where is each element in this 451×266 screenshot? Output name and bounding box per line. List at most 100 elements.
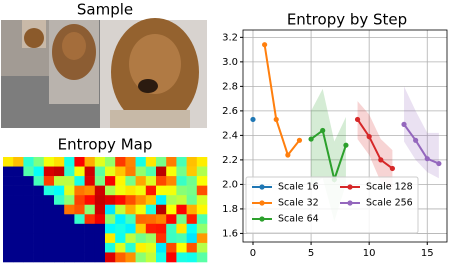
y-tick-label: 2.4 [222,130,238,141]
heatmap-cell [54,214,65,225]
heatmap-cell [166,204,177,215]
heatmap-cell [156,176,167,186]
heatmap-cell [176,204,187,215]
heatmap-cell [176,242,187,253]
heatmap-cell [156,223,167,234]
heatmap-cell [54,195,65,206]
heatmap-cell [176,166,187,177]
heatmap-cell [186,233,198,244]
heatmap-cell [135,176,147,186]
heatmap-cell [125,166,136,177]
heatmap-cell [33,176,45,186]
heatmap-cell [54,204,65,215]
heatmap-cell [196,214,208,225]
heatmap-cell [156,166,167,177]
heatmap-cell [196,157,208,167]
heatmap-cell [125,252,136,263]
heatmap-cell [3,185,14,196]
legend-marker [259,200,265,206]
heatmap-cell [13,176,24,186]
heatmap-cell [186,214,198,225]
heatmap-cell [115,223,126,234]
data-point [343,142,349,148]
heatmap-cell [74,204,85,215]
heatmap-cell [64,157,75,167]
data-point [366,134,372,140]
heatmap-cell [64,242,75,253]
heatmap-cell [105,252,116,263]
heatmap-cell [135,204,147,215]
data-point [308,136,314,142]
heatmap-cell [135,195,147,206]
heatmap-cell [145,252,157,263]
y-tick-label: 2.2 [222,155,238,166]
heatmap-cell [54,252,65,263]
data-point [273,116,279,123]
data-point [401,121,407,127]
heatmap-cell [23,185,34,196]
heatmap-cell [196,176,208,186]
heatmap-cell [74,233,85,244]
heatmap-cell [166,252,177,263]
heatmap-cell [23,223,34,234]
heatmap-cell [156,195,167,206]
heatmap-cell [23,252,34,263]
heatmap-cell [64,166,75,177]
heatmap-cell [33,252,45,263]
heatmap-cell [84,242,96,253]
heatmap-cell [3,195,14,206]
y-tick-label: 2.6 [222,106,238,117]
confidence-band [357,101,393,191]
heatmap-cell [166,233,177,244]
heatmap-cell [23,166,34,177]
heatmap-cell [74,185,85,196]
heatmap-cell [115,233,126,244]
heatmap-cell [13,223,24,234]
heatmap-cell [166,195,177,206]
heatmap-cell [94,195,106,206]
data-point [436,160,442,167]
heatmap-cell [84,157,96,167]
heatmap-cell [196,204,208,215]
legend-label: Scale 128 [366,182,413,193]
heatmap-cell [156,242,167,253]
heatmap-cell [115,204,126,215]
heatmap-cell [125,176,136,186]
heatmap-cell [84,252,96,263]
heatmap-cell [115,176,126,186]
heatmap-cell [176,214,187,225]
heatmap-cell [105,233,116,244]
heatmap-cell [94,242,106,253]
x-tick-label: 0 [250,248,256,259]
heatmap-cell [186,157,198,167]
heatmap-cell [94,223,106,234]
data-point [320,127,326,134]
data-point [354,116,361,123]
heatmap-cell [54,166,65,177]
heatmap-cell [125,185,136,196]
heatmap-cell [94,233,106,244]
heatmap-cell [196,166,208,177]
legend-marker [347,184,353,190]
heatmap-cell [54,157,65,167]
heatmap-cell [145,214,157,225]
y-tick-label: 3.2 [222,32,238,43]
heatmap-cell [94,252,106,263]
heatmap-cell [145,242,157,253]
heatmap-cell [125,204,136,215]
heatmap-cell [74,166,85,177]
heatmap-cell [145,185,157,196]
heatmap-cell [3,233,14,244]
heatmap-cell [145,223,157,234]
heatmap-cell [74,242,85,253]
data-point [296,137,303,143]
heatmap-cell [166,166,177,177]
heatmap-cell [84,214,96,225]
heatmap-cell [166,242,177,253]
heatmap-cell [74,214,85,225]
heatmap-cell [43,195,55,206]
heatmap-cell [74,176,85,186]
heatmap-cell [186,242,198,253]
heatmap-cell [13,185,24,196]
x-tick-label: 5 [308,248,314,259]
